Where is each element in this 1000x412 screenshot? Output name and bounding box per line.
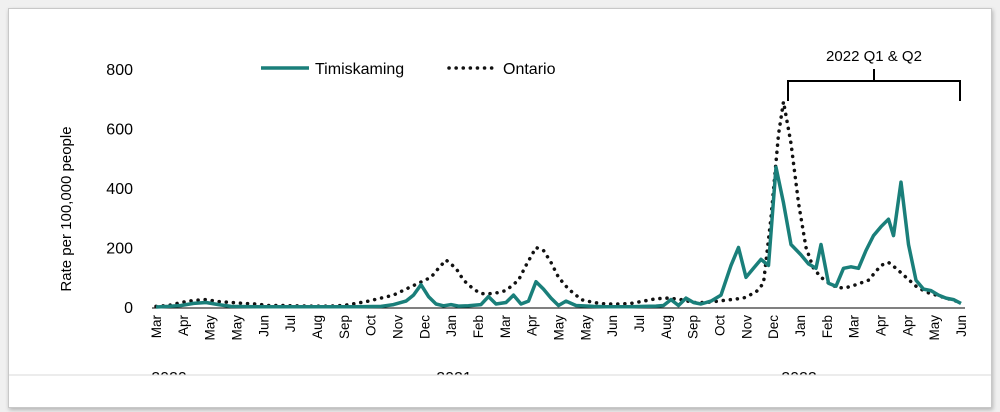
x-tick-label: Apr — [176, 315, 191, 337]
x-tick-label: Mar — [149, 314, 164, 338]
x-tick-label: Nov — [391, 315, 406, 339]
y-axis-label-group: Rate per 100,000 people — [58, 126, 75, 291]
legend-label-timiskaming: Timiskaming — [315, 61, 404, 78]
legend: Timiskaming Ontario — [261, 61, 556, 78]
x-tick-label: Apr — [525, 315, 540, 337]
x-tick-label: Apr — [900, 315, 915, 337]
x-tick-label: May — [927, 315, 942, 341]
series-group — [154, 101, 963, 309]
bracket-annotation-label: 2022 Q1 & Q2 — [826, 48, 922, 65]
x-tick-label: Dec — [417, 315, 432, 339]
x-tick-label: May — [552, 315, 567, 341]
x-tick-label: Oct — [713, 315, 728, 336]
y-tick-label: 0 — [124, 300, 133, 317]
x-tick-label: Jan — [793, 315, 808, 337]
y-tick-label: 400 — [106, 181, 133, 198]
x-tick-label: Jul — [283, 315, 298, 332]
x-tick-label: Feb — [820, 315, 835, 338]
q1-q2-bracket: 2022 Q1 & Q2 — [787, 48, 961, 101]
x-tick-label: Aug — [310, 315, 325, 339]
y-axis-ticks: 0 200 400 600 800 — [106, 62, 133, 317]
x-tick-label: Oct — [364, 315, 379, 336]
x-tick-label: May — [203, 315, 218, 341]
x-tick-label: Sep — [337, 315, 352, 339]
x-tick-label: Dec — [766, 315, 781, 339]
x-tick-label: May — [578, 315, 593, 341]
series-line-timiskaming — [155, 165, 962, 309]
bracket-line — [787, 69, 961, 101]
x-tick-label: Apr — [874, 315, 889, 337]
x-tick-label: Mar — [498, 314, 513, 338]
y-tick-label: 800 — [106, 62, 133, 79]
x-tick-label: Nov — [739, 315, 754, 339]
x-tick-label: Jun — [256, 315, 271, 337]
x-tick-label: Jul — [632, 315, 647, 332]
x-tick-label: Sep — [686, 315, 701, 339]
x-tick-label: Jun — [954, 315, 969, 337]
y-tick-label: 600 — [106, 122, 133, 139]
series-line-ontario — [154, 101, 963, 309]
x-tick-label: Aug — [659, 315, 674, 339]
line-chart: Rate per 100,000 people 0 200 400 600 800 Ma… — [9, 48, 991, 407]
legend-label-ontario: Ontario — [503, 61, 556, 78]
x-axis-month-labels: Mar Apr May May Jun Jul Aug Sep Oct Nov Dec Jan Feb M… — [149, 314, 969, 340]
x-tick-label: Jun — [605, 315, 620, 337]
x-tick-label: Feb — [471, 315, 486, 338]
y-tick-label: 200 — [106, 241, 133, 258]
x-tick-label: Jan — [444, 315, 459, 337]
x-tick-label: May — [230, 315, 245, 341]
chart-frame: Rate per 100,000 people 0 200 400 600 800 Ma… — [8, 8, 992, 408]
x-tick-label: Mar — [847, 314, 862, 338]
y-axis-label: Rate per 100,000 people — [58, 126, 75, 291]
clip-cover — [9, 375, 991, 407]
